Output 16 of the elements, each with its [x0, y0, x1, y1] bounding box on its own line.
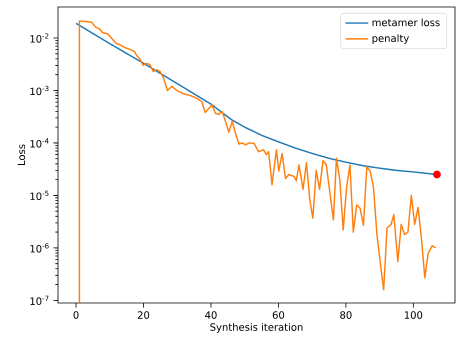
y-axis-title: Loss — [18, 144, 26, 165]
x-tick-label: 0 — [74, 311, 79, 319]
y-tick-label: 10$^{-2}$ — [30, 33, 48, 43]
y-tick-label: 10$^{-7}$ — [30, 296, 48, 305]
y-tick-label: 10$^{-4}$ — [30, 138, 49, 148]
legend-label: penalty — [372, 34, 409, 44]
x-axis-title: Synthesis iteration — [210, 323, 302, 333]
x-tick-label: 100 — [404, 311, 422, 319]
y-tick-label: 10$^{-6}$ — [30, 243, 49, 253]
legend-label: metamer loss — [372, 18, 440, 26]
x-tick-label: 40 — [205, 311, 217, 319]
x-tick-label: 80 — [340, 311, 352, 319]
y-tick-label: 10$^{-3}$ — [30, 86, 49, 96]
x-tick-label: 20 — [138, 311, 150, 319]
y-tick-label: 10$^{-5}$ — [30, 190, 48, 200]
x-tick-label: 60 — [272, 311, 284, 319]
